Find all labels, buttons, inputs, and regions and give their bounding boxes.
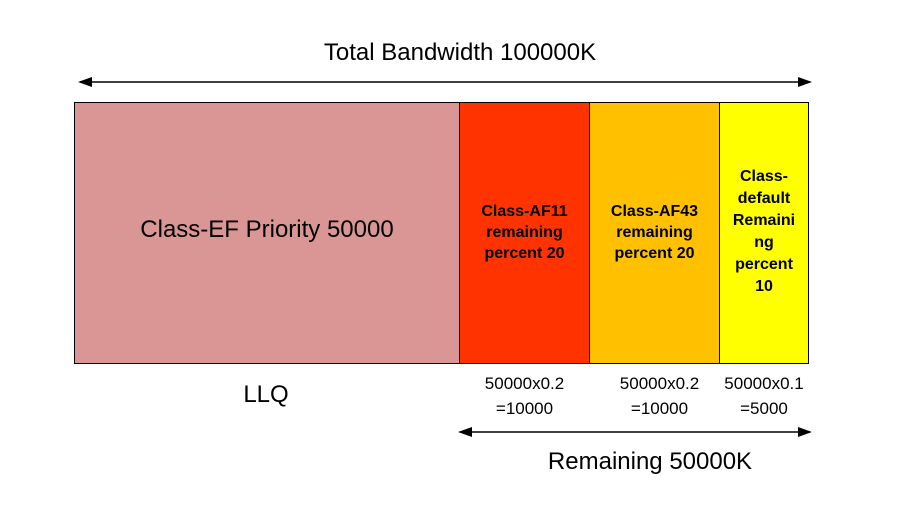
llq-label: LLQ (243, 381, 289, 408)
class-ef-block: Class-EF Priority 50000 (74, 102, 460, 364)
class-default-label: Class- default Remaini ng percent 10 (732, 168, 796, 295)
class-af11-calculation: 50000x0.2 =10000 (484, 374, 565, 418)
remaining-bandwidth-arrow (458, 427, 812, 437)
class-ef-label: Class-EF Priority 50000 (140, 216, 394, 243)
total-bandwidth-arrow (78, 77, 812, 87)
total-bandwidth-label: Total Bandwidth 100000K (323, 39, 597, 66)
class-default-calculation: 50000x0.1 =5000 (724, 374, 804, 418)
class-af11-label: Class-AF11 remaining percent 20 (481, 202, 568, 262)
class-default-block: Class- default Remaini ng percent 10 (719, 102, 809, 364)
class-af11-block: Class-AF11 remaining percent 20 (459, 102, 590, 364)
class-af43-label: Class-AF43 remaining percent 20 (610, 202, 699, 262)
class-af43-calculation: 50000x0.2 =10000 (619, 374, 700, 418)
remaining-bandwidth-label: Remaining 50000K (547, 448, 753, 475)
class-af43-block: Class-AF43 remaining percent 20 (589, 102, 720, 364)
